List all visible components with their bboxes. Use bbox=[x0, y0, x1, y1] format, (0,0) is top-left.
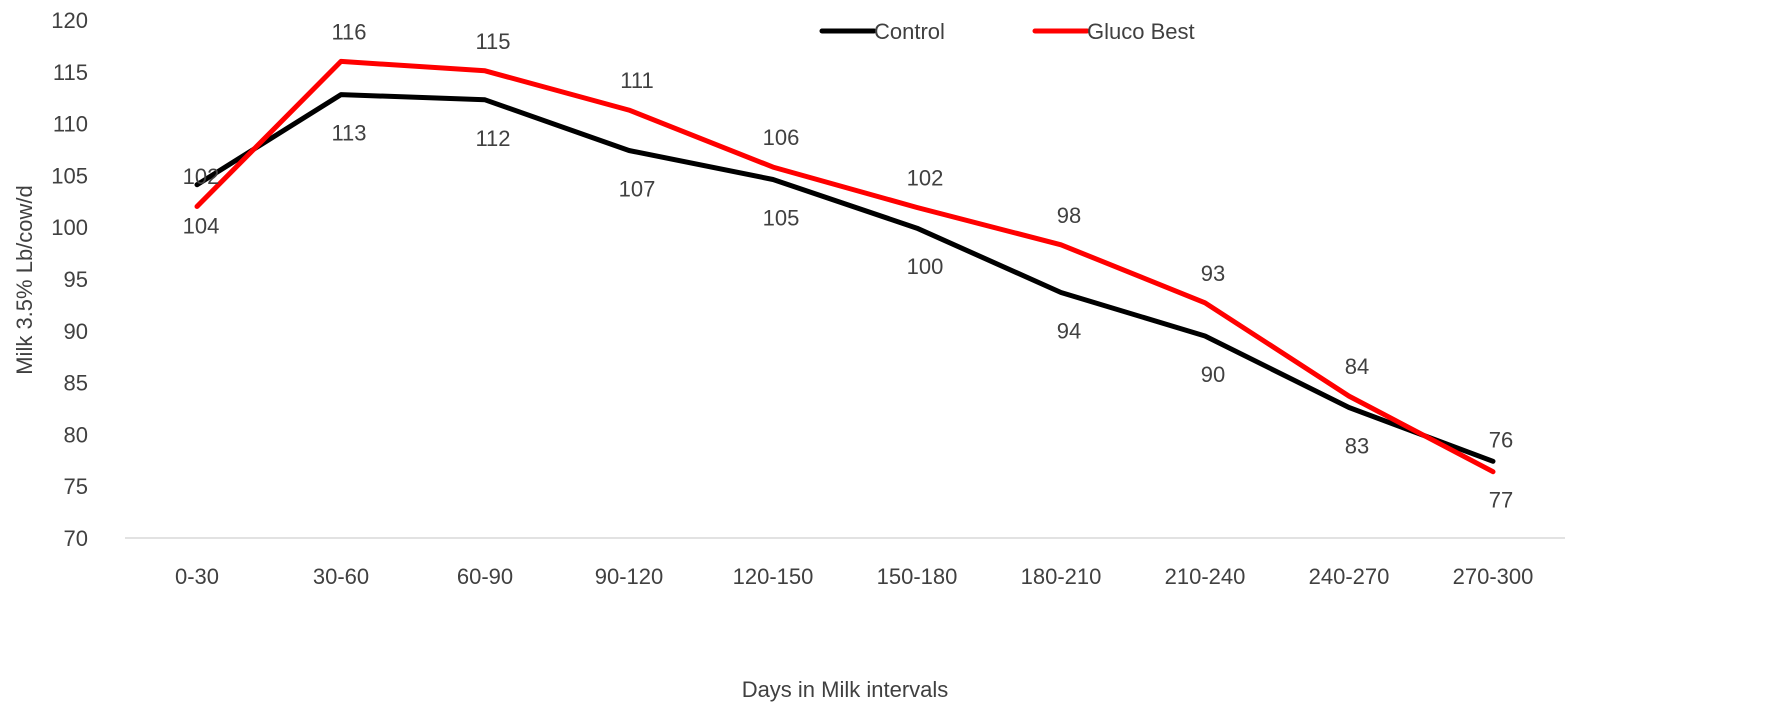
x-tick-label: 240-270 bbox=[1309, 564, 1390, 589]
data-label-control: 94 bbox=[1057, 318, 1081, 343]
y-tick-label: 100 bbox=[51, 215, 88, 240]
data-label-control: 105 bbox=[763, 206, 800, 231]
y-tick-label: 75 bbox=[64, 474, 88, 499]
y-tick-label: 105 bbox=[51, 163, 88, 188]
y-axis-title: Milk 3.5% Lb/cow/d bbox=[12, 185, 37, 375]
x-tick-label: 120-150 bbox=[733, 564, 814, 589]
legend: Control Gluco Best bbox=[819, 19, 1195, 44]
data-label-gluco-best: 116 bbox=[331, 19, 366, 44]
y-tick-label: 115 bbox=[53, 60, 88, 85]
data-label-gluco-best: 102 bbox=[183, 164, 220, 189]
y-tick-label: 95 bbox=[64, 267, 88, 292]
legend-label-control: Control bbox=[874, 19, 945, 44]
series-line-control bbox=[194, 92, 1496, 464]
x-axis-title: Days in Milk intervals bbox=[742, 677, 949, 702]
data-label-gluco-best: 115 bbox=[475, 29, 510, 54]
data-labels: 102 104 116 113 115 112 111 107 106 105 102 100 98 94… bbox=[183, 19, 1514, 512]
y-axis-title-group: Milk 3.5% Lb/cow/d bbox=[12, 185, 37, 375]
y-tick-label: 120 bbox=[51, 8, 88, 33]
data-label-control: 76 bbox=[1489, 427, 1513, 452]
data-label-control: 112 bbox=[475, 126, 510, 151]
x-tick-label: 210-240 bbox=[1165, 564, 1246, 589]
x-tick-label: 60-90 bbox=[457, 564, 513, 589]
data-label-gluco-best: 84 bbox=[1345, 354, 1369, 379]
y-tick-label: 80 bbox=[64, 422, 88, 447]
data-label-gluco-best: 77 bbox=[1489, 488, 1513, 513]
data-label-gluco-best: 102 bbox=[907, 166, 944, 191]
x-tick-label: 90-120 bbox=[595, 564, 664, 589]
x-tick-label: 270-300 bbox=[1453, 564, 1534, 589]
data-label-control: 107 bbox=[619, 177, 656, 202]
data-label-control: 104 bbox=[183, 213, 220, 238]
data-label-gluco-best: 93 bbox=[1201, 261, 1225, 286]
x-tick-label: 180-210 bbox=[1021, 564, 1102, 589]
legend-label-gluco-best: Gluco Best bbox=[1087, 19, 1195, 44]
data-label-control: 113 bbox=[331, 121, 366, 146]
y-tick-label: 90 bbox=[64, 319, 88, 344]
x-tick-label: 0-30 bbox=[175, 564, 219, 589]
y-tick-label: 70 bbox=[64, 526, 88, 551]
x-tick-label: 30-60 bbox=[313, 564, 369, 589]
data-label-control: 83 bbox=[1345, 433, 1369, 458]
series-group bbox=[194, 58, 1496, 475]
data-label-gluco-best: 98 bbox=[1057, 203, 1081, 228]
y-axis: 70 75 80 85 90 95 100 105 110 115 120 bbox=[51, 8, 88, 551]
data-label-gluco-best: 106 bbox=[763, 125, 800, 150]
data-label-gluco-best: 111 bbox=[620, 68, 653, 93]
series-line-gluco-best bbox=[194, 58, 1496, 475]
x-axis: 0-30 30-60 60-90 90-120 120-150 150-180 180-21… bbox=[175, 564, 1533, 589]
y-tick-label: 85 bbox=[64, 371, 88, 396]
data-label-control: 90 bbox=[1201, 362, 1225, 387]
data-label-control: 100 bbox=[907, 254, 944, 279]
x-tick-label: 150-180 bbox=[877, 564, 958, 589]
y-tick-label: 110 bbox=[53, 112, 88, 137]
